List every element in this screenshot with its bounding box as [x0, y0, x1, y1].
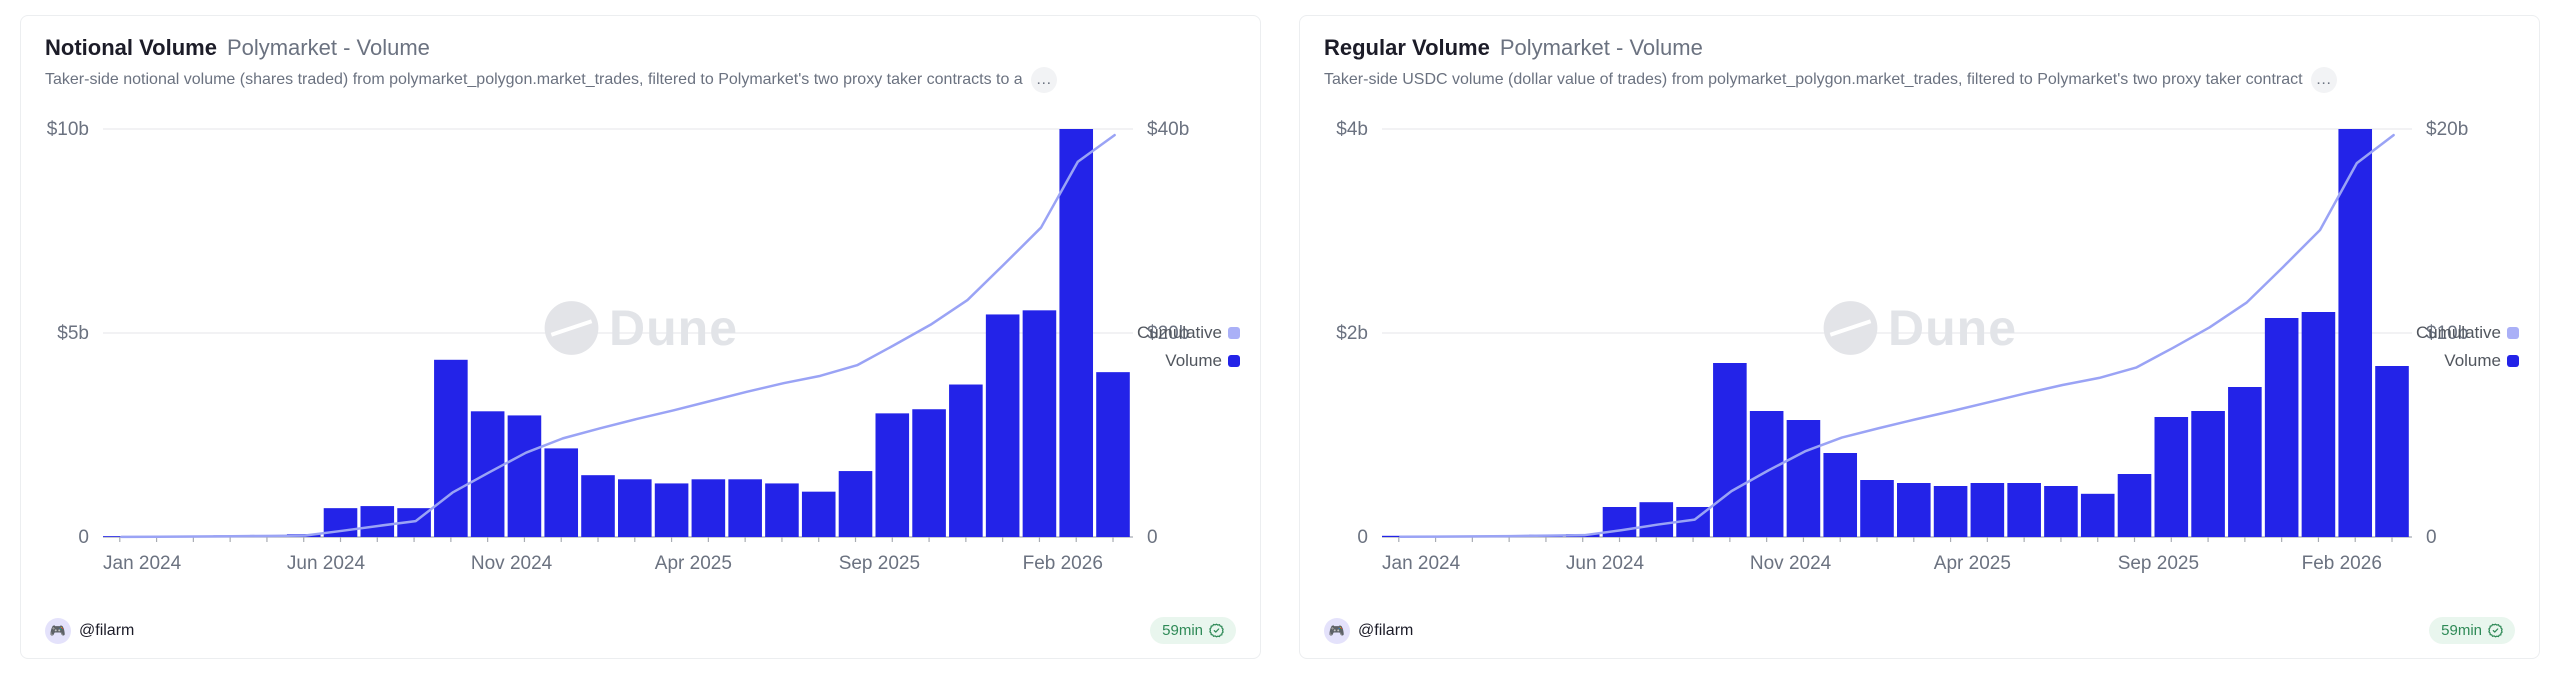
svg-text:Jun 2024: Jun 2024 [287, 553, 366, 574]
svg-text:Nov 2024: Nov 2024 [471, 553, 553, 574]
svg-text:Apr 2025: Apr 2025 [1934, 553, 2011, 574]
svg-text:$10b: $10b [47, 119, 89, 140]
svg-text:Jan 2024: Jan 2024 [103, 553, 182, 574]
svg-text:Sep 2025: Sep 2025 [2118, 553, 2199, 574]
svg-text:Apr 2025: Apr 2025 [655, 553, 732, 574]
svg-text:0: 0 [78, 527, 89, 548]
svg-text:$5b: $5b [57, 323, 89, 344]
svg-text:Feb 2026: Feb 2026 [2302, 553, 2382, 574]
svg-text:Jan 2024: Jan 2024 [1382, 553, 1461, 574]
svg-text:Nov 2024: Nov 2024 [1750, 553, 1832, 574]
svg-text:Sep 2025: Sep 2025 [839, 553, 920, 574]
svg-text:$20b: $20b [2426, 119, 2468, 140]
svg-text:Jun 2024: Jun 2024 [1566, 553, 1645, 574]
svg-text:$4b: $4b [1336, 119, 1368, 140]
svg-text:0: 0 [1147, 527, 1158, 548]
svg-text:0: 0 [2426, 527, 2437, 548]
svg-text:$40b: $40b [1147, 119, 1189, 140]
svg-text:Feb 2026: Feb 2026 [1023, 553, 1103, 574]
svg-text:0: 0 [1357, 527, 1368, 548]
svg-text:$2b: $2b [1336, 323, 1368, 344]
